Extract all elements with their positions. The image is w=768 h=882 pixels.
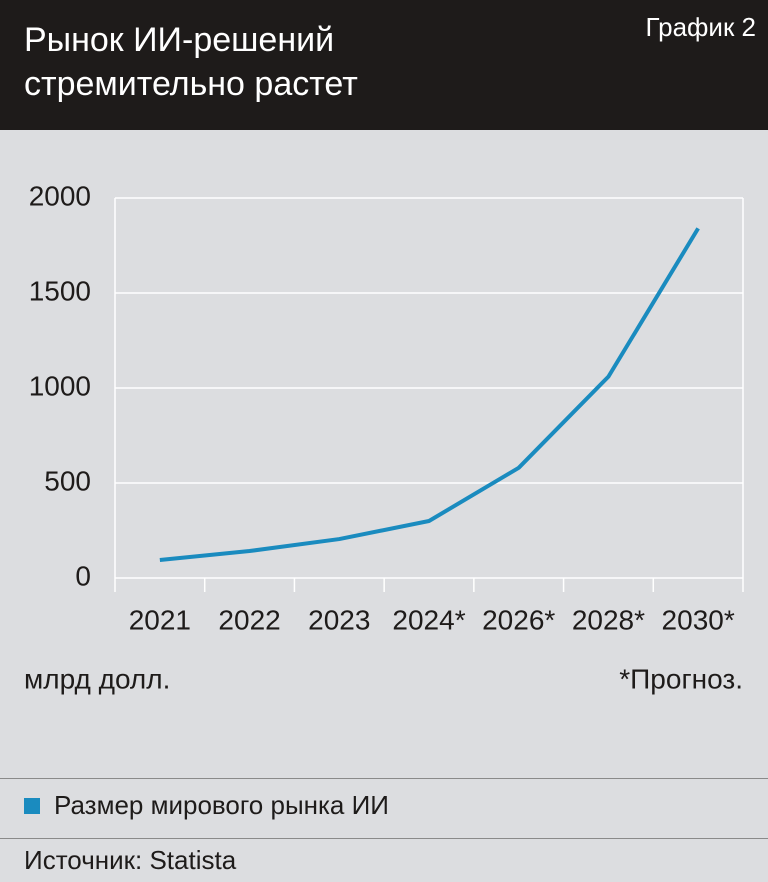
- header: Рынок ИИ-решений стремительно растет Гра…: [0, 0, 768, 130]
- y-tick-label: 1000: [29, 370, 91, 401]
- x-tick-label: 2030*: [662, 604, 735, 635]
- x-tick-label: 2023: [308, 604, 370, 635]
- y-tick-label: 1500: [29, 275, 91, 306]
- divider: [0, 778, 768, 779]
- divider: [0, 838, 768, 839]
- x-tick-label: 2028*: [572, 604, 645, 635]
- y-tick-label: 0: [75, 560, 91, 591]
- y-tick-label: 500: [44, 465, 91, 496]
- y-tick-label: 2000: [29, 180, 91, 211]
- x-tick-label: 2026*: [482, 604, 555, 635]
- x-tick-label: 2022: [218, 604, 280, 635]
- source: Источник: Statista: [24, 845, 237, 875]
- series-line: [159, 227, 700, 562]
- legend: Размер мирового рынка ИИ: [24, 790, 389, 821]
- chart-title: Рынок ИИ-решений стремительно растет: [24, 21, 358, 103]
- forecast-note: *Прогноз.: [619, 663, 743, 694]
- legend-swatch: [24, 797, 40, 814]
- chart-number: График 2: [645, 12, 756, 42]
- chart: млрд долл. *Прогноз. 0 500 1000 1500 2000 202…: [24, 180, 744, 694]
- legend-label: Размер мирового рынка ИИ: [54, 790, 389, 820]
- x-tick-label: 2021: [129, 604, 191, 635]
- y-axis-unit: млрд долл.: [24, 663, 170, 694]
- x-tick-label: 2024*: [392, 604, 465, 635]
